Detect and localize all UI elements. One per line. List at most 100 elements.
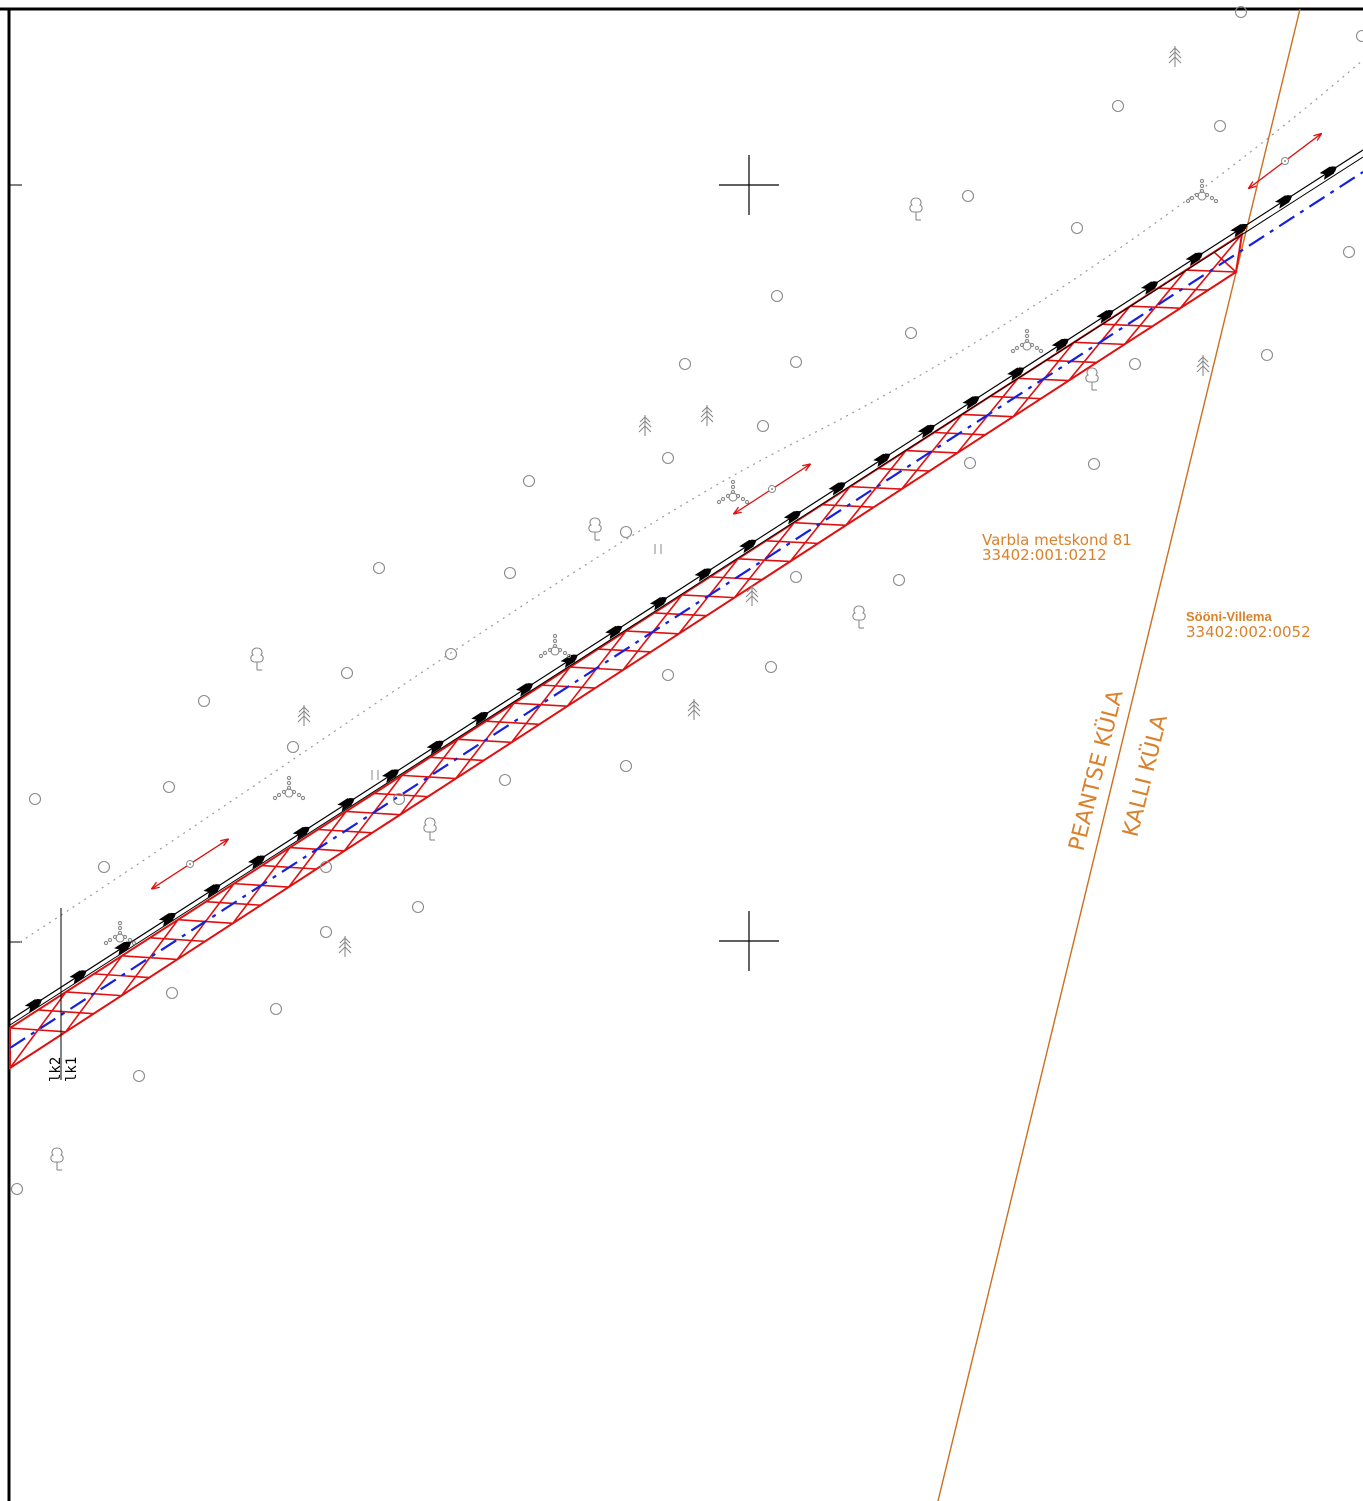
centerline	[9, 171, 1363, 1049]
tree-row-icon	[1096, 309, 1114, 324]
shrub-cluster-icon	[538, 633, 572, 659]
conifer-icon	[700, 405, 714, 426]
tree-row-icon	[962, 396, 980, 410]
tree-row-icon	[605, 625, 623, 640]
tree-row-icon	[1230, 223, 1248, 238]
tree-row-icon	[471, 711, 489, 726]
parcel-name-label: Varbla metskond 81	[982, 531, 1132, 549]
circle-icon	[28, 792, 42, 806]
shrub-cluster-icon	[272, 775, 306, 801]
conifer-icon	[1168, 46, 1182, 67]
circle-icon	[1260, 348, 1274, 362]
circle-icon	[789, 570, 803, 584]
tree-row-icon	[873, 453, 891, 467]
tick-marks	[371, 544, 662, 780]
station-label-top: lk2	[48, 1057, 64, 1082]
circle-icon	[444, 647, 458, 661]
village-name-east: KALLI KÜLA	[1118, 712, 1173, 839]
circle-icon	[619, 759, 633, 773]
forest-edge-line	[19, 59, 1363, 943]
circle-icon	[1342, 245, 1356, 259]
tree-row-icon	[515, 683, 534, 697]
circle-icon	[1087, 457, 1101, 471]
shrub-cluster-icon	[1185, 178, 1219, 204]
deciduous-tree-icon	[1085, 367, 1099, 391]
circle-icon	[619, 525, 633, 539]
parcel-code-label: 33402:002:0052	[1186, 623, 1311, 641]
circle-icon	[269, 1002, 283, 1016]
circle-icon	[904, 326, 918, 340]
tree-row-icon	[1141, 281, 1159, 295]
parcel-code-label: 33402:001:0212	[982, 546, 1107, 564]
parcel-name-label: Sööni-Villema	[1186, 609, 1272, 624]
conifer-icon	[745, 585, 759, 606]
tree-row-icon	[158, 912, 177, 927]
tree-row-icon	[248, 855, 266, 869]
circle-icon	[340, 666, 354, 680]
circle-icon	[10, 1182, 24, 1196]
circle-icon	[498, 773, 512, 787]
map-frame	[0, 7, 1363, 1501]
double-arrow-icon	[732, 463, 812, 515]
circle-icon	[661, 451, 675, 465]
grid-cross-icon	[719, 911, 779, 971]
tree-row-icon	[337, 798, 355, 812]
deciduous-tree-icon	[909, 197, 923, 221]
circle-icon	[756, 419, 770, 433]
deciduous-tree-icon	[423, 817, 437, 841]
tree-row-icon	[917, 424, 936, 439]
circle-icon	[963, 456, 977, 470]
circle-icon	[1070, 221, 1084, 235]
circle-icon	[165, 986, 179, 1000]
tree-row-icon	[1274, 195, 1293, 209]
direction-arrows	[150, 132, 1323, 890]
tree-row-icon	[828, 482, 846, 496]
circle-icon	[319, 925, 333, 939]
village-boundary-line	[937, 8, 1301, 1501]
tree-row-icon	[292, 826, 311, 841]
tree-row-icon	[69, 970, 87, 984]
shrub-cluster-icon	[716, 479, 750, 505]
station-label-bottom: lk1	[64, 1057, 80, 1082]
deciduous-tree-icon	[588, 517, 602, 541]
circle-icon	[197, 694, 211, 708]
shrub-cluster-icon	[1010, 328, 1044, 354]
conifer-icon	[638, 415, 652, 436]
circle-icon	[97, 860, 111, 874]
circle-icon	[1128, 357, 1142, 371]
circle-icon	[132, 1069, 146, 1083]
tree-row-icon	[783, 510, 802, 525]
circle-icon	[770, 289, 784, 303]
circle-icon	[372, 561, 386, 575]
tree-row-icon	[694, 568, 712, 582]
tree-row-icon	[381, 769, 400, 783]
tree-row-icon	[114, 941, 132, 956]
circle-icon	[411, 900, 425, 914]
hatched-corridor	[9, 231, 1244, 1070]
circle-icon	[764, 660, 778, 674]
circle-icon	[522, 474, 536, 488]
circle-icon	[892, 573, 906, 587]
circle-icon	[162, 780, 176, 794]
circle-icon	[392, 792, 406, 806]
conifer-icon	[338, 936, 352, 957]
deciduous-tree-icon	[50, 1147, 64, 1171]
circle-icon	[1213, 119, 1227, 133]
circle-icon	[286, 740, 300, 754]
conifer-icon	[297, 705, 311, 726]
circle-icon	[661, 668, 675, 682]
conifer-icon	[687, 699, 701, 720]
tree-row-strip	[9, 149, 1363, 1026]
deciduous-tree-icon	[250, 647, 264, 671]
tree-row-icon	[203, 884, 221, 898]
tree-row-icon	[426, 740, 444, 755]
tree-row-icon	[1007, 367, 1025, 381]
circle-icon	[1355, 29, 1363, 43]
station-marker: lk2 lk1	[48, 908, 80, 1082]
circle-icon	[961, 189, 975, 203]
circle-icon	[503, 566, 517, 580]
circle-icon	[789, 355, 803, 369]
tree-row-icon	[739, 539, 757, 554]
tree-row-icon	[24, 998, 43, 1013]
